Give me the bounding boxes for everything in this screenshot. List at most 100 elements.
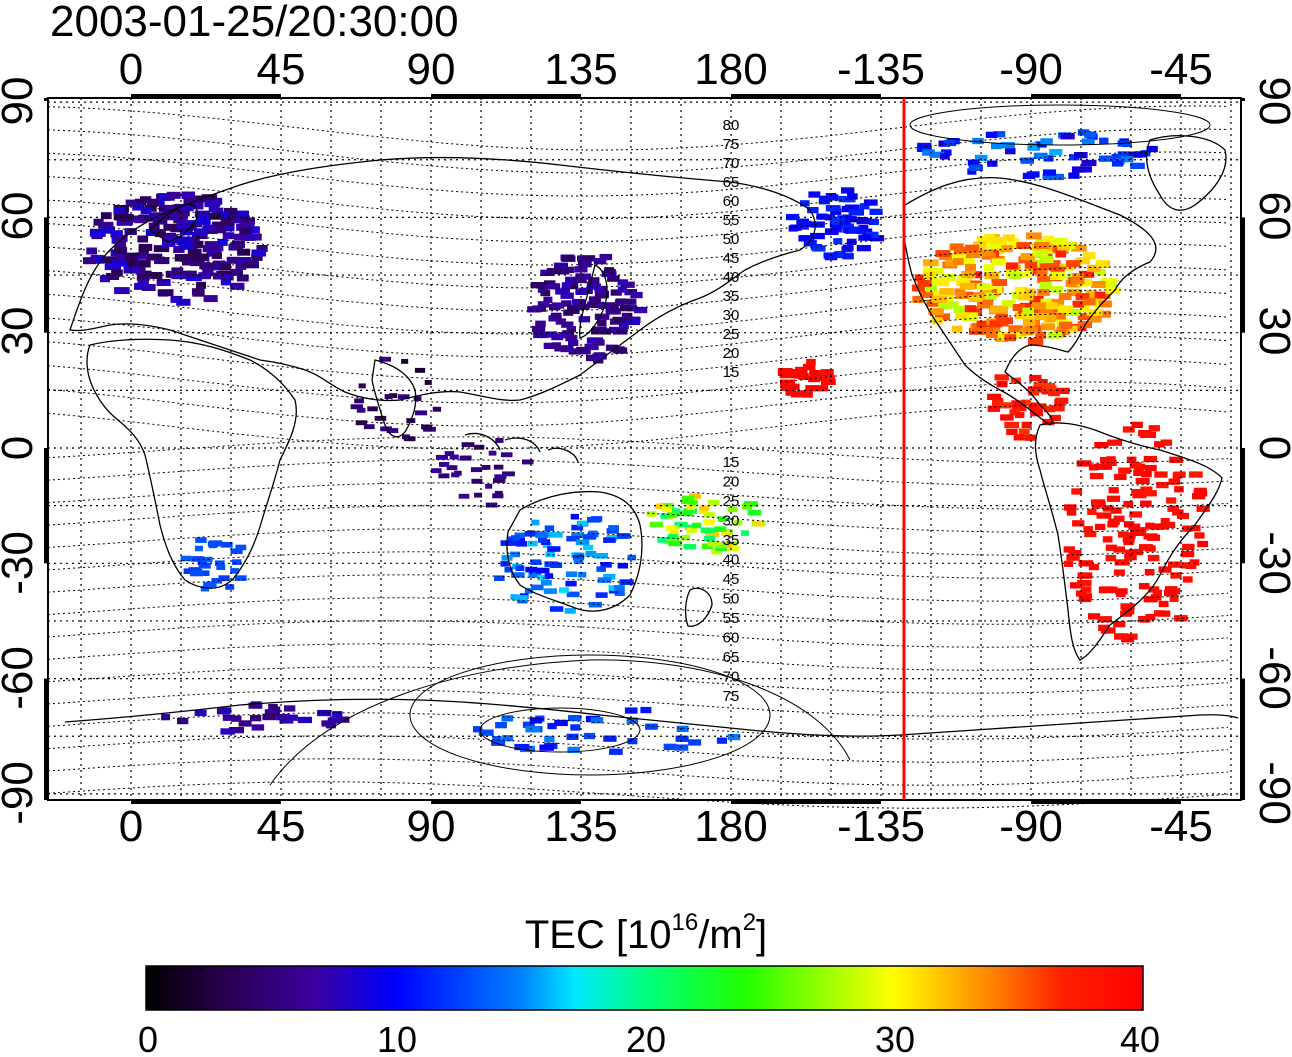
tec-cell [525, 726, 541, 733]
contour-label: 65 [723, 649, 740, 666]
tec-cell [566, 591, 580, 598]
tec-cell [624, 298, 637, 305]
tec-cell [454, 470, 462, 476]
bottom-longitude-ticks: 0 45 90 135 180 -135 -90 -45 [119, 802, 1213, 851]
tec-cell [1040, 138, 1053, 145]
tec-cell [1154, 441, 1165, 448]
tec-cell [198, 272, 211, 280]
tec-cell [551, 302, 565, 309]
tec-cell [596, 566, 606, 572]
tec-cell [549, 606, 564, 612]
tec-cell [1072, 273, 1084, 280]
tec-cell [191, 556, 204, 562]
tec-cell [1031, 260, 1045, 268]
tec-cell [200, 556, 213, 563]
tec-cell [194, 210, 210, 218]
contour-label: 50 [723, 231, 740, 248]
tec-cell [478, 729, 494, 736]
tec-cell [1087, 508, 1097, 515]
tec-cell [1182, 576, 1193, 583]
tec-cell [585, 551, 597, 557]
tec-cell [137, 235, 149, 243]
tec-cell [1166, 497, 1177, 504]
tec-cell [617, 279, 628, 286]
tec-cell [954, 288, 966, 296]
tec-cell [791, 391, 805, 398]
tec-cell [354, 398, 364, 404]
tec-cell [969, 327, 985, 335]
tec-cell [992, 399, 1004, 406]
tec-cell [603, 735, 617, 742]
contour-ring [409, 654, 771, 776]
axis-band [1031, 94, 1181, 99]
tec-cell [446, 465, 458, 471]
tec-cell [727, 733, 741, 741]
tec-cell [1118, 467, 1131, 474]
tec-cell [1099, 155, 1114, 162]
tec-cell [1076, 460, 1092, 467]
lon-tick-label: 180 [694, 45, 767, 94]
tec-cell [587, 517, 601, 523]
tec-cell [1072, 300, 1084, 308]
tec-cell [1132, 492, 1147, 499]
tec-cell [922, 259, 939, 267]
contour-label: 70 [723, 669, 740, 686]
tec-cell [560, 292, 574, 299]
tec-cell [976, 236, 989, 243]
contour-line [47, 551, 1229, 579]
tec-cell [1030, 309, 1045, 317]
tec-cell [256, 245, 268, 252]
tec-cell [384, 394, 393, 399]
tec-cell [990, 326, 1001, 334]
tec-cell [865, 231, 879, 238]
tec-cell [176, 221, 191, 229]
tec-cell [223, 273, 234, 281]
tec-cell [506, 540, 519, 546]
tec-cell [114, 241, 127, 249]
tec-cell [192, 232, 208, 239]
lat-tick-label: -60 [1250, 646, 1292, 710]
tec-cell [834, 250, 844, 258]
tec-cell [203, 295, 218, 303]
tec-cell [1094, 463, 1108, 470]
tec-cell [1077, 278, 1093, 286]
tec-cell [603, 574, 616, 580]
tec-cell [922, 149, 935, 156]
tec-cell [1070, 582, 1083, 589]
tec-cell [527, 540, 538, 547]
tec-cell [593, 258, 607, 265]
tec-cell [1042, 173, 1053, 181]
tec-cell [439, 462, 450, 467]
tec-cell [155, 217, 168, 225]
tec-cell [594, 553, 609, 559]
tec-cell [561, 255, 576, 262]
tec-cell [553, 262, 569, 269]
tec-cell [1014, 286, 1028, 294]
tec-cell [156, 279, 171, 286]
tec-cell [1019, 270, 1032, 278]
tec-cell [1105, 544, 1118, 551]
tec-cell [1123, 538, 1134, 546]
tec-cell [157, 193, 169, 201]
colorbar-label: TEC [1016/m2] [525, 909, 767, 957]
tec-cell [251, 249, 267, 257]
tec-cell [153, 245, 170, 253]
tec-cell [1077, 580, 1092, 587]
contour-labels: 80 75 70 65 60 55 50 45 40 35 30 25 20 15 15 20 25 30 35 40… [723, 117, 740, 705]
tec-cell [495, 722, 507, 729]
tec-cell [681, 498, 693, 505]
tec-cell [220, 224, 235, 232]
tec-cell [473, 726, 483, 733]
tec-cell [525, 566, 538, 573]
tec-cell [491, 739, 506, 746]
tec-cell [547, 722, 557, 730]
tec-cell [1078, 560, 1094, 567]
tec-cell [1050, 285, 1063, 293]
tec-cell [825, 214, 836, 221]
tec-cell [607, 275, 620, 282]
tec-cell [470, 467, 483, 473]
tec-cell [230, 568, 240, 574]
tec-cell [374, 415, 387, 421]
tec-cell [646, 511, 657, 517]
colorbar-tick-label: 0 [138, 1019, 158, 1057]
